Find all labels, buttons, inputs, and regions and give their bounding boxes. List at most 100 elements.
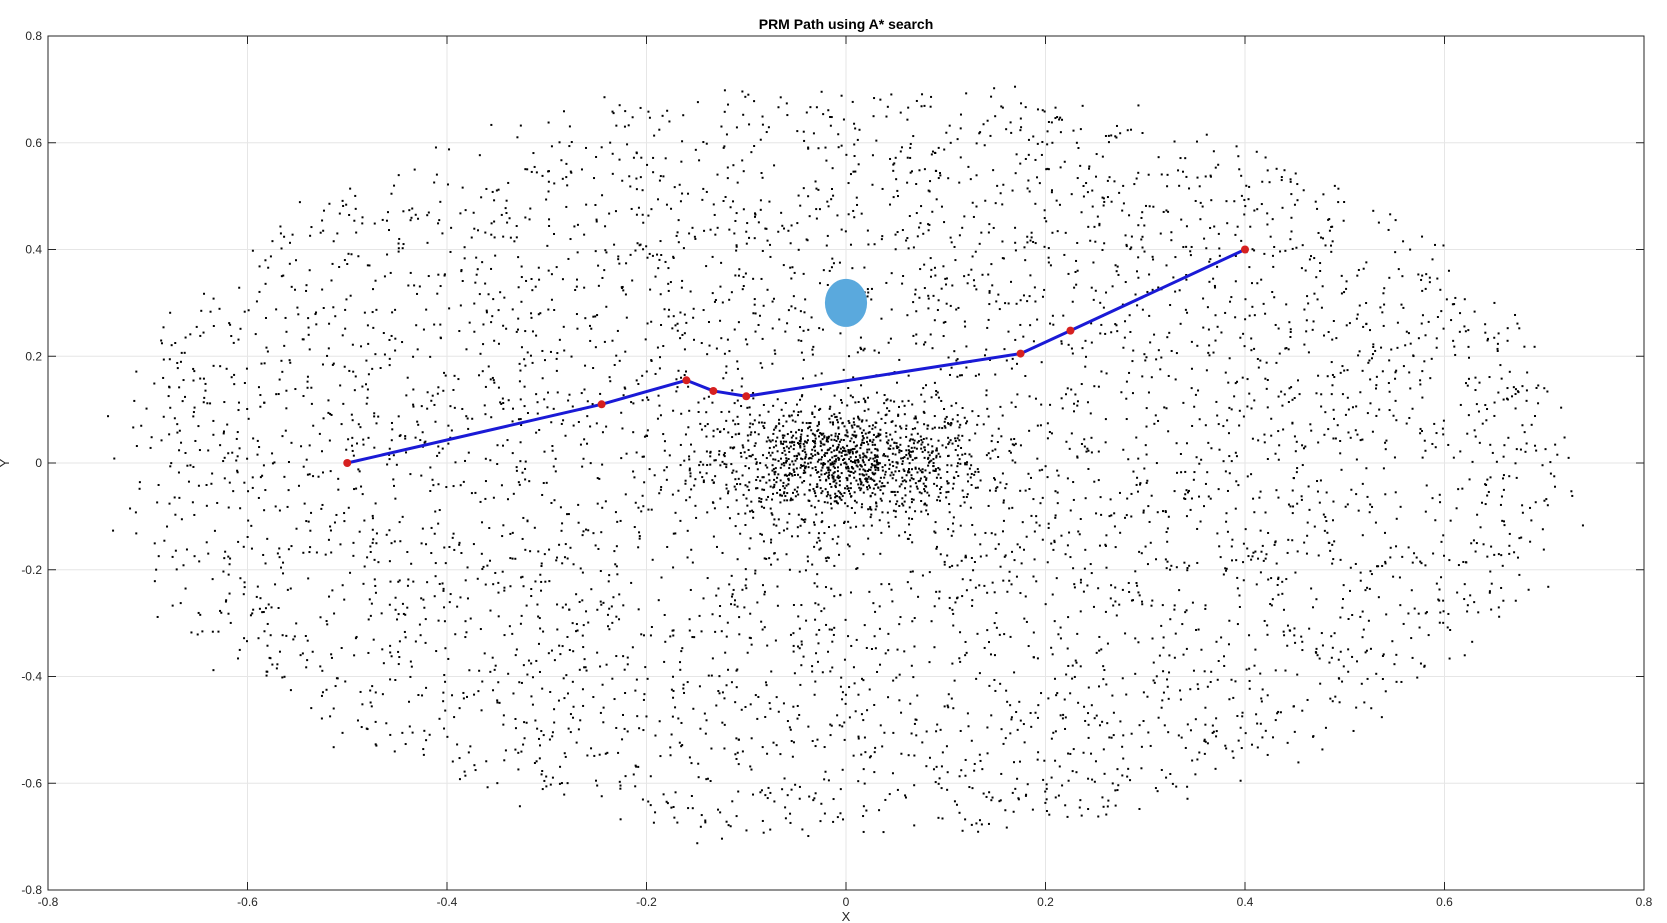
sample-point	[1019, 162, 1022, 165]
sample-point	[1236, 225, 1239, 228]
sample-point	[1279, 250, 1282, 253]
sample-point	[880, 499, 883, 502]
sample-point	[565, 162, 568, 165]
sample-point	[823, 435, 826, 438]
sample-point	[834, 460, 837, 463]
sample-point	[664, 260, 667, 263]
sample-point	[726, 338, 729, 341]
sample-point	[872, 433, 875, 436]
sample-point	[1395, 419, 1398, 422]
sample-point	[527, 659, 530, 662]
sample-point	[1026, 300, 1029, 303]
sample-point	[804, 465, 807, 468]
sample-point	[1488, 590, 1491, 593]
sample-point	[753, 212, 756, 215]
sample-point	[1134, 672, 1137, 675]
sample-point	[729, 446, 732, 449]
sample-point	[946, 464, 949, 467]
sample-point	[690, 762, 693, 765]
sample-point	[517, 317, 520, 320]
sample-point	[336, 677, 339, 680]
sample-point	[219, 609, 222, 612]
sample-point	[589, 425, 592, 428]
sample-point	[851, 450, 854, 453]
sample-point	[750, 431, 753, 434]
sample-point	[273, 461, 276, 464]
sample-point	[1486, 555, 1489, 558]
sample-point	[1151, 255, 1154, 258]
sample-point	[1424, 564, 1427, 567]
sample-point	[1004, 302, 1007, 305]
sample-point	[773, 552, 776, 555]
sample-point	[814, 449, 817, 452]
sample-point	[842, 459, 845, 462]
sample-point	[496, 782, 499, 785]
sample-point	[1457, 488, 1460, 491]
sample-point	[583, 233, 586, 236]
sample-point	[437, 619, 440, 622]
sample-point	[838, 553, 841, 556]
sample-point	[777, 106, 780, 109]
sample-point	[1161, 510, 1164, 513]
sample-point	[1058, 203, 1061, 206]
sample-point	[1173, 490, 1176, 493]
sample-point	[910, 587, 913, 590]
sample-point	[856, 459, 859, 462]
sample-point	[360, 345, 363, 348]
sample-point	[556, 352, 559, 355]
sample-point	[1466, 432, 1469, 435]
sample-point	[1238, 168, 1241, 171]
sample-point	[842, 818, 845, 821]
sample-point	[1535, 386, 1538, 389]
sample-point	[353, 219, 356, 222]
sample-point	[516, 136, 519, 139]
sample-point	[906, 581, 909, 584]
sample-point	[411, 207, 414, 210]
sample-point	[988, 684, 991, 687]
sample-point	[1281, 404, 1284, 407]
sample-point	[674, 532, 677, 535]
sample-point	[366, 264, 369, 267]
sample-point	[1010, 583, 1013, 586]
sample-point	[658, 404, 661, 407]
sample-point	[995, 300, 998, 303]
sample-point	[552, 407, 555, 410]
sample-point	[1097, 385, 1100, 388]
sample-point	[275, 667, 278, 670]
sample-point	[1245, 184, 1248, 187]
sample-point	[1285, 347, 1288, 350]
sample-point	[1013, 559, 1016, 562]
sample-point	[870, 513, 873, 516]
sample-point	[1176, 471, 1179, 474]
sample-point	[699, 422, 702, 425]
sample-point	[211, 630, 214, 633]
sample-point	[921, 450, 924, 453]
sample-point	[833, 449, 836, 452]
sample-point	[896, 500, 899, 503]
sample-point	[1349, 589, 1352, 592]
sample-point	[306, 639, 309, 642]
sample-point	[886, 481, 889, 484]
sample-point	[700, 342, 703, 345]
sample-point	[799, 466, 802, 469]
sample-point	[980, 823, 983, 826]
sample-point	[862, 805, 865, 808]
sample-point	[603, 340, 606, 343]
sample-point	[1474, 550, 1477, 553]
sample-point	[521, 471, 524, 474]
sample-point	[1148, 205, 1151, 208]
sample-point	[933, 319, 936, 322]
sample-point	[1327, 218, 1330, 221]
sample-point	[999, 799, 1002, 802]
sample-point	[905, 424, 908, 427]
sample-point	[373, 578, 376, 581]
sample-point	[1260, 203, 1263, 206]
sample-point	[1228, 472, 1231, 475]
sample-point	[769, 243, 772, 246]
sample-point	[1150, 376, 1153, 379]
sample-point	[1032, 575, 1035, 578]
sample-point	[435, 173, 438, 176]
sample-point	[767, 495, 770, 498]
sample-point	[264, 316, 267, 319]
sample-point	[874, 746, 877, 749]
